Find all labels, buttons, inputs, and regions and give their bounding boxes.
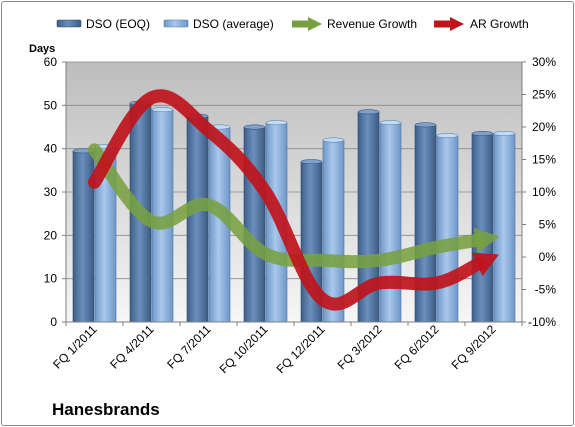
bar-top-dso-eoq [300,159,323,165]
legend-label-dso-eoq: DSO (EOQ) [86,17,150,31]
y-tick-label: 40 [44,142,58,156]
legend-arrowhead-ar-growth [450,17,464,31]
y2-tick-label: -10% [528,315,556,329]
y2-tick-label: 10% [532,185,556,199]
legend-item-dso-eoq: DSO (EOQ) [56,17,150,31]
x-tick-label: FQ 1/2011 [50,322,100,372]
legend-swatch-dso-eoq [56,19,82,28]
legend-item-revenue-growth: Revenue Growth [292,17,417,31]
bar-top-dso-average [493,131,516,136]
x-tick-label: FQ 3/2012 [335,322,385,372]
bar-dso-average [379,122,402,323]
legend-item-ar-growth: AR Growth [434,17,529,31]
y2-tick-label: -5% [535,283,557,297]
legend-label-revenue-growth: Revenue Growth [327,17,417,31]
legend-item-dso-average: DSO (average) [163,17,274,31]
y2-tick-label: 20% [532,120,556,134]
x-tick-label: FQ 4/2011 [107,322,157,372]
y2-tick-label: 0% [539,250,557,264]
bar-top-dso-average [379,120,402,126]
y-tick-label: 50 [44,98,58,112]
bar-dso-eoq [414,124,437,323]
company-label: Hanesbrands [52,400,160,419]
y-tick-label: 60 [44,55,58,69]
y2-tick-label: 25% [532,88,556,102]
bar-dso-eoq [471,133,494,323]
arrowhead-revenue-growth [473,227,500,254]
x-tick-label: FQ 7/2011 [164,322,214,372]
bar-top-dso-eoq [243,124,266,130]
bar-top-dso-eoq [471,131,494,136]
line-revenue-growth [88,143,485,269]
y-tick-label: 0 [50,315,57,329]
y2-tick-label: 30% [532,55,556,69]
legend-label-dso-average: DSO (average) [193,17,274,31]
x-tick-label: FQ 10/2011 [217,322,271,376]
line-ar-growth [88,89,486,311]
legend-label-ar-growth: AR Growth [470,17,529,31]
bar-top-dso-eoq [357,109,380,115]
y-axis-title: Days [29,43,55,55]
bar-top-dso-average [436,133,459,139]
legend: DSO (EOQ) DSO (average) Revenue Growth A… [56,17,529,31]
bar-dso-average [493,133,516,323]
bar-dso-average [436,135,459,323]
bar-dso-eoq [186,115,209,323]
y2-tick-label: 15% [532,153,556,167]
x-tick-label: FQ 6/2012 [392,322,442,372]
x-tick-label: FQ 12/2011 [274,322,328,376]
bar-top-dso-average [322,137,345,143]
legend-swatch-dso-average [163,19,189,28]
bar-top-dso-average [265,120,288,126]
bar-top-dso-eoq [414,122,437,128]
legend-arrowhead-revenue-growth [308,17,322,31]
arrowhead-ar-growth [471,252,499,277]
x-tick-label: FQ 9/2012 [449,322,499,372]
y-tick-label: 10 [44,272,58,286]
y2-tick-label: 5% [539,218,557,232]
y-tick-label: 30 [44,185,58,199]
y-tick-label: 20 [44,228,58,242]
bar-top-dso-average [151,107,174,113]
bar-dso-eoq [243,126,266,323]
